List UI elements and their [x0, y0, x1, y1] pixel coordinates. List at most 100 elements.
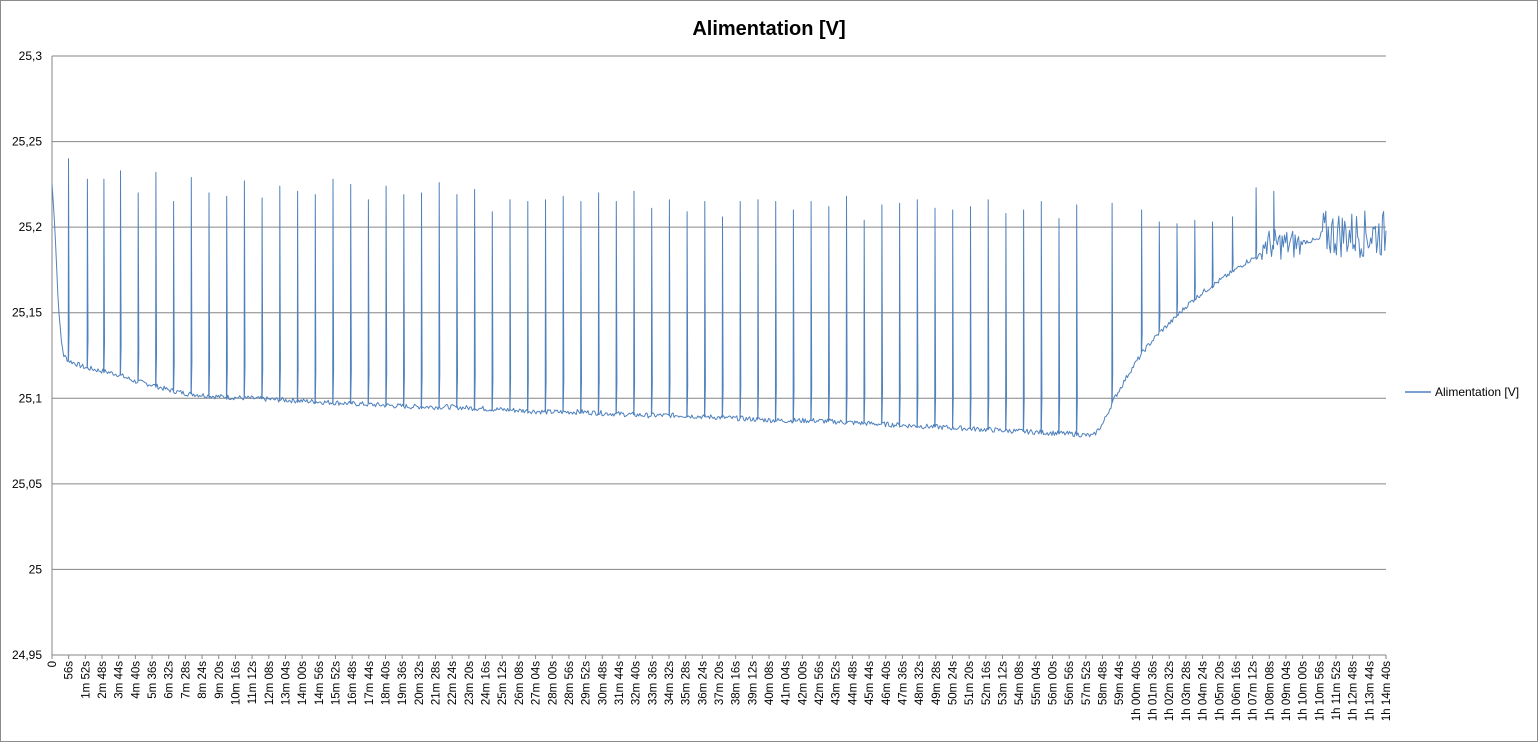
x-tick-label: 36m 24s — [697, 661, 709, 705]
x-tick-label: 1h 05m 20s — [1214, 661, 1226, 721]
x-tick-label: 1m 52s — [80, 661, 92, 699]
x-tick-label: 35m 28s — [681, 661, 693, 705]
x-tick-label: 12m 08s — [264, 661, 276, 705]
y-tick-label: 25,15 — [12, 306, 42, 320]
x-tick-label: 42m 00s — [797, 661, 809, 705]
chart-title: Alimentation [V] — [692, 18, 845, 40]
x-tick-label: 13m 04s — [280, 661, 292, 705]
x-tick-label: 1h 10m 00s — [1298, 661, 1310, 721]
y-axis-ticks: 25,3 25,25 25,2 25,15 25,1 25,05 25 24,95 — [12, 49, 42, 662]
x-tick-label: 45m 44s — [864, 661, 876, 705]
x-tick-label: 4m 40s — [130, 661, 142, 699]
x-tick-label: 56s — [64, 661, 76, 680]
axes — [51, 56, 1386, 656]
x-tick-label: 1h 11m 52s — [1331, 661, 1343, 720]
x-tick-label: 17m 44s — [364, 661, 376, 705]
x-tick-label: 26m 08s — [514, 661, 526, 705]
x-tick-label: 38m 16s — [731, 661, 743, 705]
x-tick-label: 43m 52s — [831, 661, 843, 705]
x-tick-label: 28m 00s — [547, 661, 559, 705]
x-tick-label: 40m 08s — [764, 661, 776, 705]
x-tick-label: 49m 28s — [931, 661, 943, 705]
x-tick-label: 56m 00s — [1048, 661, 1060, 705]
x-tick-label: 48m 32s — [914, 661, 926, 705]
y-tick-label: 25,2 — [19, 220, 43, 234]
x-tick-label: 31m 44s — [614, 661, 626, 705]
x-tick-label: 1h 09m 04s — [1281, 661, 1293, 721]
x-tick-label: 29m 52s — [581, 661, 593, 705]
x-tick-label: 1h 01m 36s — [1148, 661, 1160, 721]
x-axis-ticks: 0 56s 1m 52s 2m 48s 3m 44s 4m 40s 5m 36s 6m 32s… — [47, 655, 1393, 721]
x-tick-label: 1h 06m 16s — [1231, 661, 1243, 721]
x-tick-label: 14m 56s — [314, 661, 326, 705]
x-tick-label: 10m 16s — [230, 661, 242, 705]
x-tick-label: 42m 56s — [814, 661, 826, 705]
x-tick-label: 32m 40s — [631, 661, 643, 705]
x-tick-label: 54m 08s — [1014, 661, 1026, 705]
x-tick-label: 14m 00s — [297, 661, 309, 705]
x-tick-label: 24m 16s — [481, 661, 493, 705]
x-tick-label: 50m 24s — [947, 661, 959, 705]
x-tick-label: 27m 04s — [531, 661, 543, 705]
x-tick-label: 39m 12s — [747, 661, 759, 705]
x-tick-label: 55m 04s — [1031, 661, 1043, 705]
x-tick-label: 34m 32s — [664, 661, 676, 705]
x-tick-label: 0 — [47, 661, 59, 667]
y-tick-label: 25,25 — [12, 135, 42, 149]
x-tick-label: 1h 12m 48s — [1348, 661, 1360, 721]
x-tick-label: 28m 56s — [564, 661, 576, 705]
x-tick-label: 41m 04s — [781, 661, 793, 705]
y-tick-label: 25,1 — [19, 391, 43, 405]
x-tick-label: 1h 14m 40s — [1381, 661, 1393, 721]
x-tick-label: 6m 32s — [164, 661, 176, 699]
x-tick-label: 16m 48s — [347, 661, 359, 705]
x-tick-label: 37m 20s — [714, 661, 726, 705]
x-tick-label: 52m 16s — [981, 661, 993, 705]
x-tick-label: 1h 03m 28s — [1181, 661, 1193, 721]
x-tick-label: 56m 56s — [1064, 661, 1076, 705]
x-tick-label: 1h 07m 12s — [1248, 661, 1260, 721]
x-tick-label: 59m 44s — [1114, 661, 1126, 705]
x-tick-label: 19m 36s — [397, 661, 409, 705]
y-tick-label: 25 — [29, 562, 43, 576]
x-tick-label: 15m 52s — [330, 661, 342, 705]
x-tick-label: 20m 32s — [414, 661, 426, 705]
x-tick-label: 25m 12s — [497, 661, 509, 705]
x-tick-label: 1h 02m 32s — [1164, 661, 1176, 721]
legend: Alimentation [V] — [1405, 385, 1519, 399]
x-tick-label: 51m 20s — [964, 661, 976, 705]
x-tick-label: 47m 36s — [897, 661, 909, 705]
gridlines — [52, 55, 1386, 570]
x-tick-label: 46m 40s — [881, 661, 893, 705]
series-group — [51, 158, 1387, 438]
y-tick-label: 24,95 — [12, 648, 42, 662]
x-tick-label: 7m 28s — [180, 661, 192, 699]
x-tick-label: 1h 10m 56s — [1314, 661, 1326, 721]
x-tick-label: 1h 08m 08s — [1264, 661, 1276, 721]
series-line-alimentation — [51, 158, 1387, 438]
x-tick-label: 2m 48s — [97, 661, 109, 699]
x-tick-label: 23m 20s — [464, 661, 476, 705]
x-tick-label: 5m 36s — [147, 661, 159, 699]
x-tick-label: 11m 12s — [247, 661, 259, 705]
x-tick-label: 44m 48s — [847, 661, 859, 705]
x-tick-label: 21m 28s — [431, 661, 443, 705]
x-tick-label: 33m 36s — [647, 661, 659, 705]
x-tick-label: 22m 24s — [447, 661, 459, 705]
x-tick-label: 30m 48s — [597, 661, 609, 705]
y-tick-label: 25,05 — [12, 477, 42, 491]
x-tick-label: 18m 40s — [381, 661, 393, 705]
legend-label: Alimentation [V] — [1435, 385, 1519, 399]
x-tick-label: 58m 48s — [1098, 661, 1110, 705]
x-tick-label: 53m 12s — [997, 661, 1009, 705]
x-tick-label: 9m 20s — [214, 661, 226, 699]
x-tick-label: 1h 04m 24s — [1198, 661, 1210, 721]
x-tick-label: 8m 24s — [197, 661, 209, 699]
x-tick-label: 3m 44s — [114, 661, 126, 699]
y-tick-label: 25,3 — [19, 49, 43, 63]
x-tick-label: 57m 52s — [1081, 661, 1093, 705]
x-tick-label: 1h 00m 40s — [1131, 661, 1143, 721]
x-tick-label: 1h 13m 44s — [1364, 661, 1376, 721]
